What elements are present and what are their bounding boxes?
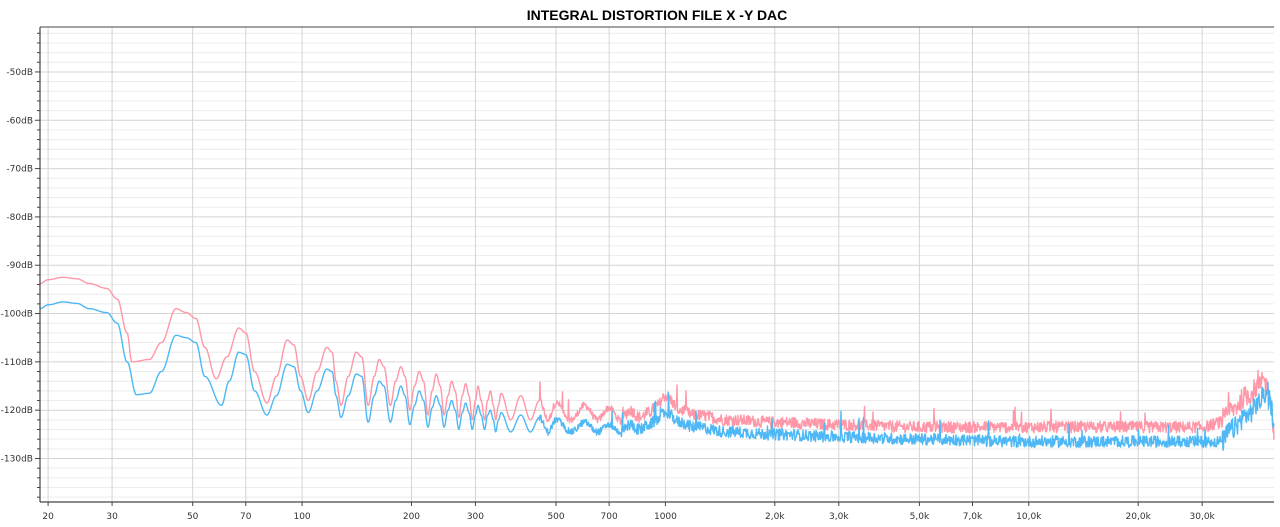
series-line-1 xyxy=(39,276,1275,440)
x-tick-label: 1000 xyxy=(654,512,677,522)
x-tick-label: 500 xyxy=(547,512,564,522)
x-tick-label: 50 xyxy=(187,512,199,522)
x-tick-label: 30,0k xyxy=(1190,512,1216,522)
x-tick-label: 300 xyxy=(467,512,484,522)
y-tick-label: -50dB xyxy=(6,68,33,78)
x-tick-label: 5,0k xyxy=(910,512,930,522)
x-tick-label: 200 xyxy=(403,512,420,522)
y-tick-label: -120dB xyxy=(1,406,33,416)
y-tick-label: -130dB xyxy=(1,455,33,465)
x-tick-label: 20,0k xyxy=(1126,512,1152,522)
x-tick-label: 30 xyxy=(106,512,118,522)
x-tick-label: 70 xyxy=(240,512,252,522)
y-tick-label: -60dB xyxy=(6,116,33,126)
y-tick-label: -90dB xyxy=(6,261,33,271)
series-line-2 xyxy=(39,301,1275,451)
x-tick-label: 100 xyxy=(293,512,310,522)
y-tick-label: -110dB xyxy=(1,358,33,368)
y-tick-label: -100dB xyxy=(1,310,33,320)
x-tick-label: 10,0k xyxy=(1016,512,1042,522)
x-tick-label: 7,0k xyxy=(963,512,983,522)
x-tick-label: 2,0k xyxy=(765,512,785,522)
x-tick-label: 20 xyxy=(42,512,54,522)
x-tick-label: 3,0k xyxy=(829,512,849,522)
y-tick-label: -80dB xyxy=(6,213,33,223)
chart-title: INTEGRAL DISTORTION FILE X -Y DAC xyxy=(526,7,788,23)
x-tick-label: 700 xyxy=(601,512,618,522)
y-tick-label: -70dB xyxy=(6,165,33,175)
